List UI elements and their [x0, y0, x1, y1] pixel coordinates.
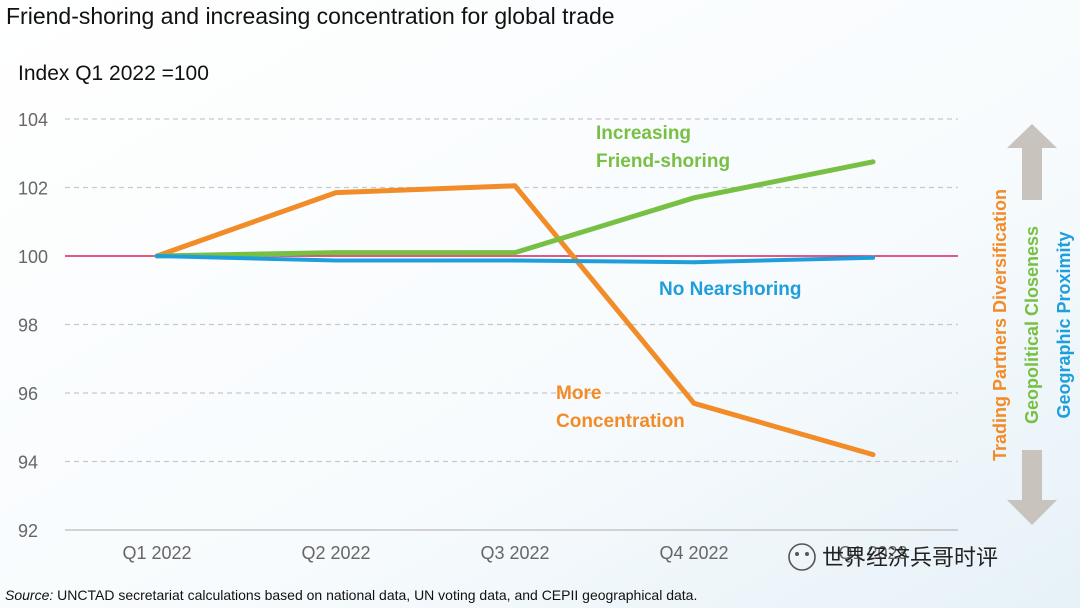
data-point: [692, 401, 696, 406]
data-point: [692, 260, 696, 265]
wechat-icon: [788, 543, 816, 571]
watermark: 世界经济兵哥时评: [788, 543, 998, 571]
source-text: UNCTAD secretariat calculations based on…: [53, 587, 697, 603]
arrow-up-icon: [1007, 124, 1057, 200]
wechat-icon-eye-left: [795, 552, 799, 556]
data-point: [513, 183, 517, 188]
arrow-down-icon: [1007, 450, 1057, 525]
y-tick-label: 96: [18, 384, 38, 404]
x-tick-label: Q1 2023: [838, 543, 907, 563]
y-tick-label: 98: [18, 316, 38, 336]
data-point: [334, 258, 338, 263]
source-note: Source: UNCTAD secretariat calculations …: [5, 587, 697, 603]
side-label: Geopolitical Closeness: [1022, 226, 1042, 424]
wechat-icon-eye-right: [805, 552, 809, 556]
data-point: [513, 258, 517, 263]
data-point: [334, 250, 338, 255]
data-point: [871, 255, 875, 260]
annotation-friend-shoring-line2: Friend-shoring: [596, 151, 730, 172]
x-tick-labels: Q1 2022 Q2 2022 Q3 2022 Q4 2022 Q1 2023: [122, 543, 907, 563]
data-point: [871, 452, 875, 457]
watermark-text: 世界经济兵哥时评: [822, 545, 998, 570]
data-point: [692, 195, 696, 200]
y-axis-label: Index Q1 2022 =100: [18, 62, 209, 85]
data-point: [334, 190, 338, 195]
data-point: [871, 159, 875, 164]
y-tick-labels: 104 102 100 98 96 94 92: [18, 110, 48, 541]
y-tick-label: 92: [18, 521, 38, 541]
y-tick-label: 104: [18, 110, 48, 130]
data-point: [513, 250, 517, 255]
annotation-friend-shoring-line1: Increasing: [596, 123, 691, 144]
x-tick-label: Q4 2022: [659, 543, 728, 563]
x-tick-label: Q3 2022: [480, 543, 549, 563]
side-label: Trading Partners Diversification: [990, 189, 1010, 461]
side-labels: Trading Partners Diversification Geopolit…: [990, 189, 1074, 461]
y-tick-label: 102: [18, 179, 48, 199]
annotation-no-nearshoring: No Nearshoring: [659, 279, 802, 300]
annotation-concentration-line2: Concentration: [556, 411, 685, 432]
series-lines: [154, 159, 876, 458]
annotation-concentration-line1: More: [556, 383, 601, 404]
y-tick-label: 100: [18, 247, 48, 267]
side-label: Geographic Proximity: [1054, 231, 1074, 418]
chart-title: Friend-shoring and increasing concentrat…: [6, 3, 615, 29]
data-point: [155, 254, 159, 258]
source-prefix: Source:: [5, 587, 53, 603]
y-tick-label: 94: [18, 453, 38, 473]
double-arrow-icon: [1007, 124, 1057, 525]
x-tick-label: Q1 2022: [122, 543, 191, 563]
x-tick-label: Q2 2022: [301, 543, 370, 563]
